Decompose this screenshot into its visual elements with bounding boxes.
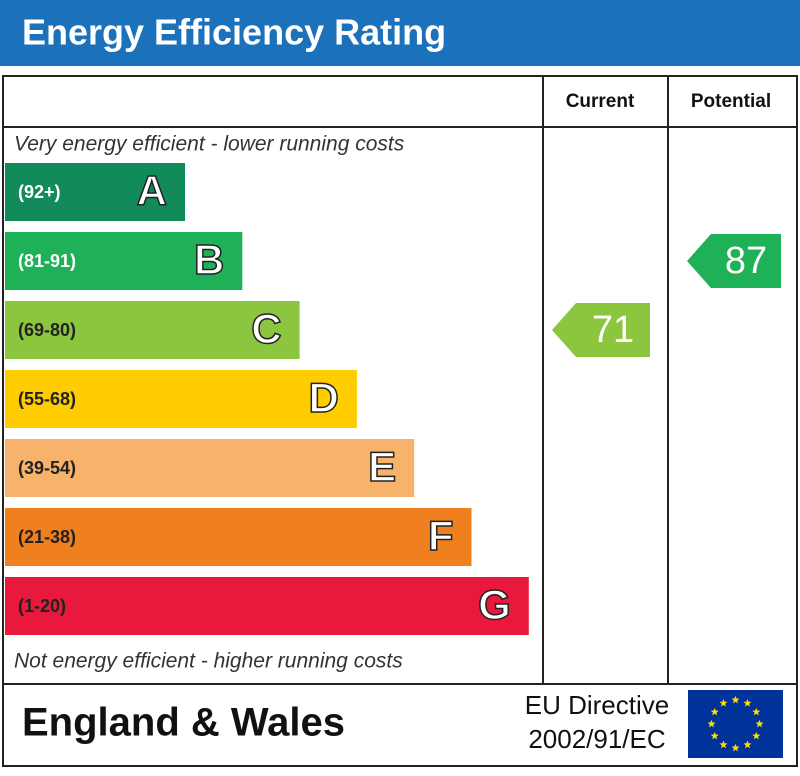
title: Energy Efficiency Rating (22, 12, 446, 53)
rating-value: 71 (592, 309, 634, 351)
directive: EU Directive (525, 690, 669, 720)
region: England & Wales (22, 701, 345, 745)
header-potential: Potential (691, 91, 771, 112)
band-range: (92+) (18, 182, 61, 202)
band-bar (5, 370, 357, 428)
star (731, 695, 740, 704)
bottom-note: Not energy efficient - higher running co… (14, 650, 403, 673)
band-letter: G (478, 581, 511, 628)
band-range: (81-91) (18, 251, 76, 271)
band-letter: C (251, 305, 281, 352)
rating-value: 87 (725, 240, 767, 282)
band-letter: A (137, 167, 167, 214)
band-bar (5, 301, 300, 359)
top-note: Very energy efficient - lower running co… (14, 133, 405, 156)
band-bar (5, 577, 529, 635)
band-bar (5, 232, 243, 290)
band-range: (21-38) (18, 527, 76, 547)
band-letter: E (368, 443, 396, 490)
eu-stars (707, 695, 764, 752)
band-bar (5, 439, 415, 497)
band-letter: F (428, 512, 454, 559)
star (719, 740, 728, 749)
band-range: (55-68) (18, 389, 76, 409)
star (755, 719, 764, 728)
band-range: (39-54) (18, 458, 76, 478)
band-bar (5, 163, 185, 221)
star (731, 743, 740, 752)
frame (2, 75, 798, 767)
band-range: (69-80) (18, 320, 76, 340)
band-range: (1-20) (18, 596, 66, 616)
rating-arrow (552, 303, 650, 357)
band-bar (5, 508, 472, 566)
directive: 2002/91/EC (528, 724, 665, 754)
star (752, 707, 761, 716)
band-letter: B (194, 236, 224, 283)
star (743, 740, 752, 749)
title-bar (0, 0, 800, 66)
band-letter: D (309, 374, 339, 421)
star (752, 731, 761, 740)
star (719, 699, 728, 707)
star (707, 719, 716, 728)
header-current: Current (566, 91, 635, 112)
rating-arrow (687, 234, 781, 288)
star (743, 699, 752, 707)
star (710, 707, 719, 716)
star (710, 731, 719, 740)
